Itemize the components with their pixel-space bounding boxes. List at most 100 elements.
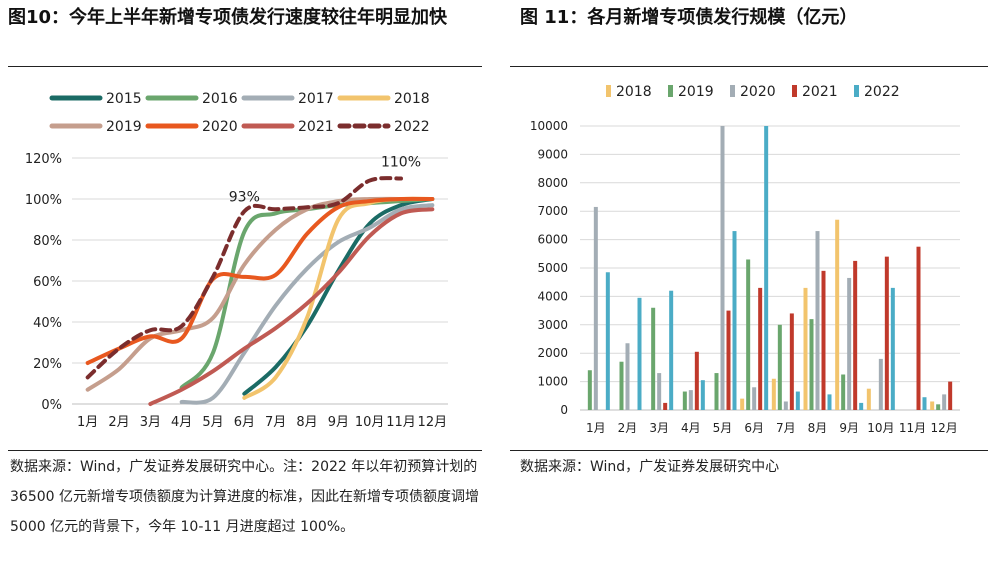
left-chart-title: 图10：今年上半年新增专项债发行速度较往年明显加快 [8,7,448,28]
x-tick-label: 2月 [108,415,129,430]
x-tick-label: 6月 [744,421,764,435]
bar-2022 [732,231,737,410]
bar-2021 [821,270,826,410]
x-tick-label: 3月 [140,415,161,430]
y-tick-label: 80% [33,234,62,249]
data-label: 110% [381,155,421,171]
x-tick-label: 12月 [931,421,958,435]
y-tick-label: 0% [41,398,62,413]
x-tick-label: 8月 [808,421,828,435]
y-tick-label: 5000 [537,261,568,275]
bar-2019 [809,319,814,410]
left-source-note: 数据来源：Wind，广发证券发展研究中心。注：2022 年以年初预算计划的 36… [10,459,479,535]
y-tick-label: 2000 [537,346,568,360]
bar-2022 [922,397,927,410]
bar-2021 [916,246,921,410]
legend-label-2018: 2018 [616,84,652,100]
bar-2022 [795,391,800,410]
bar-2019 [587,370,592,410]
bar-2018 [803,287,808,410]
x-tick-label: 4月 [171,415,192,430]
legend-swatch-2021 [792,85,797,97]
right-top-rule [510,66,988,67]
bar-2019 [746,259,751,410]
bar-2020 [878,358,883,410]
legend-label-2017: 2017 [298,91,334,107]
legend-label-2018: 2018 [394,91,430,107]
x-tick-label: 10月 [867,421,894,435]
x-tick-label: 5月 [713,421,733,435]
bar-2020 [720,126,725,410]
legend-label-2019: 2019 [106,119,142,135]
bar-2022 [700,380,705,410]
x-tick-label: 4月 [681,421,701,435]
bar-2019 [682,391,687,410]
x-tick-label: 11月 [386,415,416,430]
legend-label-2019: 2019 [678,84,714,100]
x-tick-label: 7月 [265,415,286,430]
series-line-2015 [242,197,435,396]
bar-2020 [593,206,598,410]
legend-label-2016: 2016 [202,91,238,107]
bar-2022 [605,272,610,410]
bar-2021 [948,381,953,410]
bar-2018 [930,401,935,410]
series-line-2016 [179,197,435,390]
bar-2018 [740,398,745,410]
y-tick-label: 6000 [537,233,568,247]
bar-2020 [847,277,852,410]
bar-2020 [783,401,788,410]
bar-2019 [936,404,941,410]
legend-label-2015: 2015 [106,91,142,107]
right-chart-title: 图 11：各月新增专项债发行规模（亿元） [520,7,858,28]
bar-2022 [764,126,769,410]
x-tick-label: 9月 [839,421,859,435]
x-tick-label: 6月 [234,415,255,430]
bar-2020 [942,394,947,410]
y-tick-label: 1000 [537,375,568,389]
bar-2020 [625,343,630,410]
x-tick-label: 9月 [328,415,349,430]
x-tick-label: 7月 [776,421,796,435]
legend-label-2021: 2021 [802,84,838,100]
legend-label-2020: 2020 [202,119,238,135]
bar-2020 [752,387,757,410]
y-tick-label: 8000 [537,176,568,190]
bar-2019 [714,373,719,410]
left-top-rule [8,66,482,67]
y-tick-label: 120% [25,152,62,167]
x-tick-label: 11月 [899,421,926,435]
bar-2019 [841,374,846,410]
x-tick-label: 8月 [296,415,317,430]
series-line-2020 [85,196,435,365]
x-tick-label: 3月 [649,421,669,435]
bar-2018 [771,378,776,410]
legend-label-2022: 2022 [394,119,430,135]
legend-label-2022: 2022 [864,84,900,100]
right-bottom-rule [510,450,988,451]
right-source-note: 数据来源：Wind，广发证券发展研究中心 [520,459,780,475]
bar-2021 [726,310,731,410]
x-tick-label: 5月 [202,415,223,430]
bar-2021 [884,256,889,410]
legend-swatch-2022 [854,85,859,97]
bar-2018 [866,388,871,410]
bar-2021 [694,351,699,410]
bar-2019 [651,307,656,410]
bar-2018 [835,219,840,410]
legend-swatch-2020 [730,85,735,97]
bar-2019 [777,324,782,410]
y-tick-label: 4000 [537,289,568,303]
line-chart: 0% 20% 40% 60% 80% 100% 120% 1月 2月 3月 4月 5月 6月 7月 8月 9月… [25,91,448,430]
bar-2020 [815,231,820,410]
legend-swatch-2019 [668,85,673,97]
x-tick-label: 1月 [586,421,606,435]
series-line-2022 [85,176,403,380]
bar-2020 [657,373,662,410]
series-line-2021 [148,207,435,406]
x-tick-label: 2月 [618,421,638,435]
y-tick-label: 0 [560,403,568,417]
y-tick-label: 7000 [537,204,568,218]
y-tick-label: 100% [25,193,62,208]
y-tick-label: 20% [33,357,62,372]
